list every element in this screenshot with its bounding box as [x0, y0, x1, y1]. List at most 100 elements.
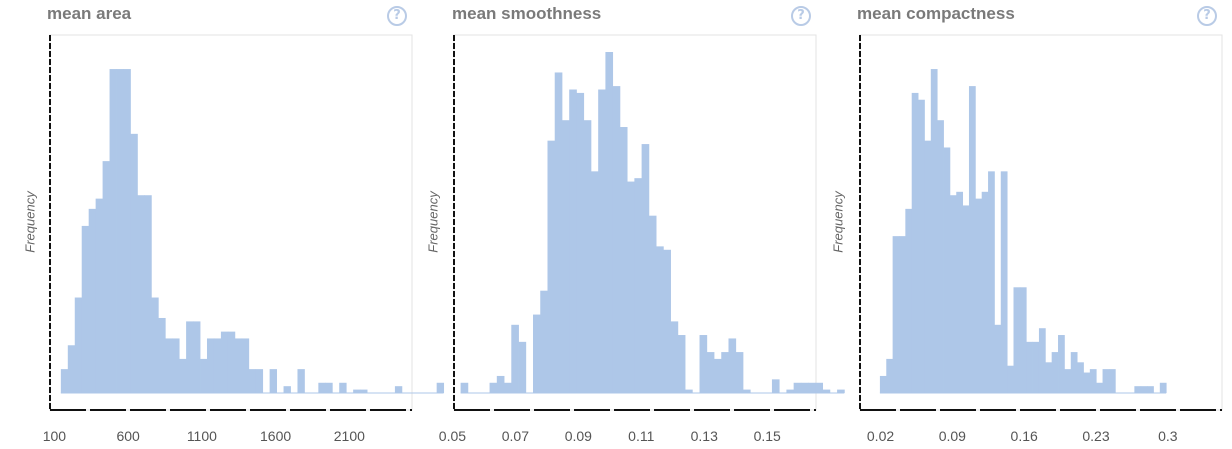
help-icon[interactable]: ?: [387, 6, 407, 26]
histogram-bar: [496, 375, 505, 393]
histogram-bar: [1134, 386, 1142, 393]
histogram-bar: [962, 205, 970, 393]
x-tick-label: 2100: [334, 428, 365, 444]
x-tick-label: 100: [43, 428, 67, 444]
histogram-bar: [460, 382, 469, 393]
histogram-bar: [924, 140, 932, 393]
x-tick-label: 0.09: [565, 428, 592, 444]
histogram-svg: 100 600 1100 1600 2100: [43, 34, 445, 444]
histogram-bar: [1000, 171, 1008, 393]
histogram-bar: [1058, 335, 1065, 393]
histogram-bar: [735, 352, 744, 393]
histogram-bar: [67, 345, 76, 393]
histogram-bar: [511, 324, 519, 393]
histogram-bar: [220, 331, 229, 393]
histogram-bar: [886, 358, 894, 393]
histogram-bar: [1051, 352, 1059, 393]
histogram-bar: [116, 69, 124, 394]
histogram-bar: [1026, 341, 1033, 393]
histogram-bar: [60, 369, 69, 393]
histogram-bar: [943, 147, 951, 393]
histogram-bar: [598, 89, 606, 393]
histogram-bar: [677, 335, 686, 393]
histogram-bar: [583, 120, 592, 393]
histogram-bar: [879, 375, 887, 393]
histogram-panel-mean-compactness: mean compactness ? Frequency 0.02 0.09 0.1…: [830, 0, 1230, 449]
x-tick-label: 0.11: [628, 428, 654, 444]
histogram-bar: [144, 195, 152, 393]
histogram-bar: [605, 52, 614, 393]
histogram-bar: [1147, 386, 1154, 393]
histogram-bar: [318, 382, 326, 393]
histogram-bar: [137, 195, 145, 393]
histogram-bar: [569, 89, 577, 393]
histogram-bar: [576, 92, 585, 394]
histogram-bar: [641, 144, 650, 393]
histogram-bar: [911, 92, 919, 394]
chart-title: mean area: [47, 4, 132, 23]
histogram-bar: [561, 120, 570, 393]
histogram-bar: [742, 389, 751, 393]
histogram-bar: [721, 352, 729, 393]
histogram-bar: [937, 120, 944, 393]
histogram-bar: [123, 69, 131, 394]
histogram-bar: [179, 358, 187, 393]
histogram-bar: [151, 297, 159, 393]
histogram-bar: [394, 386, 403, 393]
histogram-bar: [1013, 287, 1021, 393]
histogram-bar: [255, 369, 264, 393]
histogram-bar: [186, 321, 194, 393]
histogram-bar: [590, 171, 599, 393]
histogram-bar: [1108, 369, 1116, 393]
histogram-bar: [1089, 369, 1097, 393]
histogram-bar: [130, 133, 138, 393]
help-icon[interactable]: ?: [1197, 6, 1217, 26]
histogram-bar: [656, 246, 664, 393]
histogram-bar: [706, 352, 715, 393]
histogram-bar: [800, 382, 809, 393]
histogram-bar: [540, 290, 548, 393]
histogram-svg: 0.05 0.07 0.09 0.11 0.13 0.15: [439, 34, 845, 444]
histogram-bar: [634, 178, 643, 393]
histogram-bar: [822, 389, 831, 393]
histogram-bar: [109, 69, 117, 394]
histogram-bar: [1032, 341, 1040, 393]
chart-title: mean compactness: [857, 4, 1015, 23]
histogram-bar: [975, 198, 983, 393]
histogram-bar: [771, 379, 780, 393]
histogram-bar: [728, 338, 737, 393]
histogram-bar: [241, 338, 250, 393]
histogram-bar: [699, 335, 708, 393]
histogram-bar: [1064, 369, 1072, 393]
histogram-bar: [1140, 386, 1148, 393]
histogram-bar: [981, 191, 989, 393]
histogram-bar: [685, 389, 693, 393]
histogram-bar: [1019, 287, 1027, 393]
histogram-bar: [360, 389, 368, 393]
histogram-bar: [1077, 362, 1084, 393]
histogram-bar: [206, 338, 215, 393]
histogram-bar: [248, 369, 257, 393]
histogram-bar: [269, 369, 277, 393]
x-tick-label: 0.16: [1011, 428, 1038, 444]
histogram-bar: [339, 382, 347, 393]
histogram-bar: [297, 369, 305, 393]
histogram-bar: [648, 215, 657, 393]
x-tick-label: 0.13: [691, 428, 718, 444]
histogram-bar: [988, 171, 995, 393]
histogram-bar: [165, 338, 173, 393]
histogram-bar: [200, 358, 208, 393]
histogram-bar: [627, 181, 635, 393]
help-icon[interactable]: ?: [791, 6, 811, 26]
histogram-bar: [1159, 382, 1167, 393]
histogram-bar: [102, 161, 110, 393]
histogram-panel-mean-smoothness: mean smoothness ? Frequency 0.05 0.07 0.09…: [425, 0, 845, 449]
histogram-bar: [213, 338, 222, 393]
histogram-bar: [714, 358, 722, 393]
histogram-bar: [533, 314, 541, 393]
x-tick-label: 1100: [187, 428, 217, 444]
x-tick-label: 0.02: [867, 428, 894, 444]
histogram-svg: 0.02 0.09 0.16 0.23 0.3: [859, 34, 1223, 444]
histogram-bar: [81, 225, 90, 393]
histogram-bar: [1007, 365, 1014, 393]
